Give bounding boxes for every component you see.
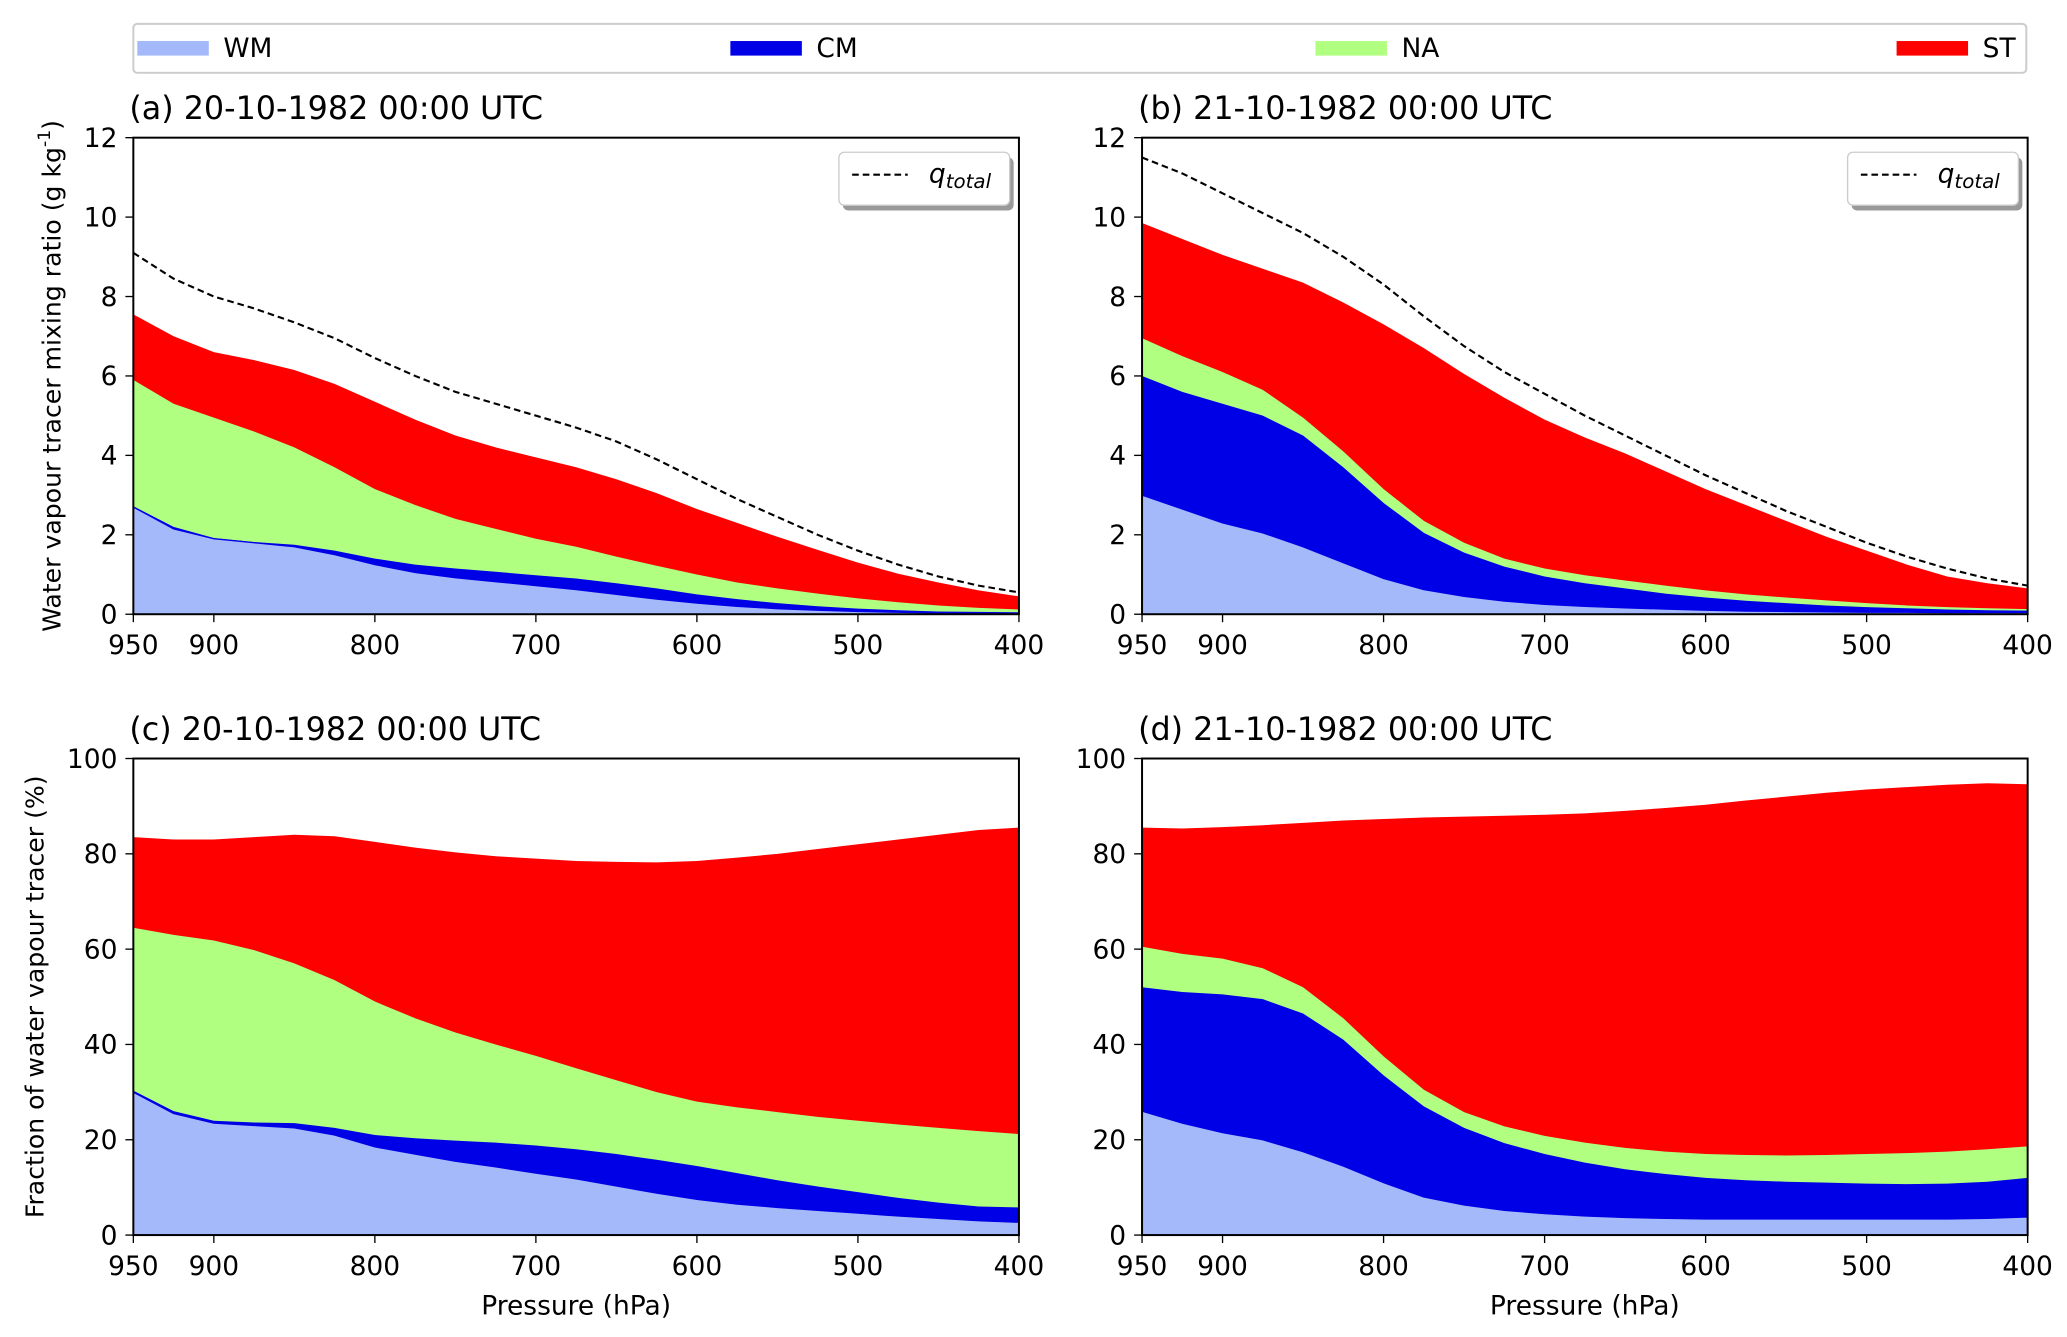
- y-tick-label: 80: [84, 839, 118, 870]
- y-tick-label: 100: [67, 744, 118, 775]
- q-total-line: [1141, 156, 2028, 587]
- q-total-line: [132, 251, 1020, 594]
- y-tick-label: 0: [1109, 1220, 1126, 1251]
- legend-frame: [132, 22, 2028, 74]
- x-tick-label: 600: [1680, 1251, 1731, 1282]
- x-tick-label: 400: [2002, 630, 2053, 661]
- y-tick-label: 40: [1092, 1030, 1126, 1061]
- panel-title: (d) 21-10-1982 00:00 UTC: [1138, 712, 1552, 748]
- x-tick-label: 950: [1117, 630, 1168, 661]
- legend-label-st: ST: [1983, 33, 2017, 64]
- y-tick-label: 60: [1092, 934, 1126, 965]
- area-wm: [1141, 494, 2029, 615]
- y-axis-label-paren: ): [38, 120, 67, 130]
- x-tick-label: 800: [1358, 630, 1409, 661]
- x-tick-label: 700: [511, 1251, 562, 1282]
- x-tick-label: 500: [833, 630, 884, 661]
- line-legend-subscript: total: [1954, 170, 2000, 193]
- axes-frame: [1141, 757, 2029, 1237]
- x-tick-label: 500: [1841, 630, 1892, 661]
- legend-swatch-cm: [730, 41, 802, 56]
- y-tick-label: 10: [1092, 202, 1126, 233]
- x-tick-label: 950: [108, 630, 159, 661]
- x-tick-label: 600: [1680, 630, 1731, 661]
- x-tick-label: 900: [1197, 1251, 1248, 1282]
- x-tick-label: 900: [189, 630, 240, 661]
- x-tick-label: 950: [1117, 1251, 1168, 1282]
- y-tick-label: 12: [1092, 123, 1126, 154]
- line-legend-frame: [838, 151, 1011, 206]
- y-tick-label: 100: [1076, 744, 1127, 775]
- panel-title: (a) 20-10-1982 00:00 UTC: [129, 91, 543, 127]
- x-tick-label: 600: [672, 1251, 723, 1282]
- x-tick-label: 500: [833, 1251, 884, 1282]
- y-tick-label: 2: [101, 520, 118, 551]
- x-tick-label: 900: [1197, 630, 1248, 661]
- x-tick-label: 700: [511, 630, 562, 661]
- legend-label-wm: WM: [223, 33, 272, 64]
- panel-title: (c) 20-10-1982 00:00 UTC: [129, 712, 541, 748]
- line-legend-subscript: total: [946, 170, 992, 193]
- y-tick-label: 60: [84, 934, 118, 965]
- y-tick-label: 6: [101, 361, 118, 392]
- area-wm: [132, 505, 1020, 615]
- x-tick-label: 400: [994, 1251, 1045, 1282]
- x-tick-label: 500: [1841, 1251, 1892, 1282]
- legend-label-cm: CM: [816, 33, 857, 64]
- legend-label-na: NA: [1402, 33, 1440, 64]
- panel-c: 950 900 800 700 600 500 400 0 20 40 60 80 100 (c) 20-…: [20, 712, 1044, 1322]
- legend-swatch-st: [1896, 41, 1969, 56]
- panel-title: (b) 21-10-1982 00:00 UTC: [1138, 91, 1552, 127]
- y-tick-label: 4: [101, 441, 118, 472]
- y-tick-label: 10: [84, 202, 118, 233]
- y-axis-label-superscript: -1: [35, 130, 55, 147]
- y-axis-label: Water vapour tracer mixing ratio (g kg-1…: [35, 120, 67, 632]
- x-tick-label: 700: [1519, 630, 1570, 661]
- y-tick-label: 0: [101, 1220, 118, 1251]
- y-axis-label: Fraction of water vapour tracer (%): [20, 775, 49, 1218]
- axes-frame: [132, 757, 1020, 1237]
- area-cm: [1142, 375, 2028, 615]
- y-tick-label: 20: [1092, 1125, 1126, 1156]
- area-cm: [1142, 987, 2028, 1236]
- line-legend-frame: [1846, 151, 2020, 206]
- x-tick-label: 700: [1519, 1251, 1570, 1282]
- y-tick-label: 40: [84, 1030, 118, 1061]
- y-tick-label: 12: [84, 123, 118, 154]
- y-tick-label: 8: [101, 282, 118, 313]
- y-tick-label: 8: [1109, 282, 1126, 313]
- x-tick-label: 800: [1358, 1251, 1409, 1282]
- legend-swatch-wm: [137, 41, 209, 56]
- panel-d: 950 900 800 700 600 500 400 0 20 40 60 80 100 (d) 21-…: [1076, 712, 2053, 1322]
- x-tick-label: 400: [2002, 1251, 2053, 1282]
- x-tick-label: 800: [350, 630, 401, 661]
- x-tick-label: 600: [672, 630, 723, 661]
- y-tick-label: 2: [1109, 520, 1126, 551]
- x-tick-label: 400: [994, 630, 1045, 661]
- y-tick-label: 0: [101, 599, 118, 630]
- area-wm: [132, 1091, 1020, 1236]
- y-tick-label: 6: [1109, 361, 1126, 392]
- x-tick-label: 800: [350, 1251, 401, 1282]
- legend-swatch-na: [1315, 41, 1387, 56]
- x-tick-label: 950: [108, 1251, 159, 1282]
- figure-legend: WM CM NA ST: [132, 22, 2028, 74]
- area-wm: [1141, 1110, 2029, 1236]
- y-tick-label: 20: [84, 1125, 118, 1156]
- y-tick-label: 0: [1109, 599, 1126, 630]
- x-tick-label: 900: [189, 1251, 240, 1282]
- x-axis-label: Pressure (hPa): [1490, 1290, 1680, 1321]
- x-axis-label: Pressure (hPa): [481, 1290, 671, 1321]
- y-tick-label: 80: [1092, 839, 1126, 870]
- y-tick-label: 4: [1109, 441, 1126, 472]
